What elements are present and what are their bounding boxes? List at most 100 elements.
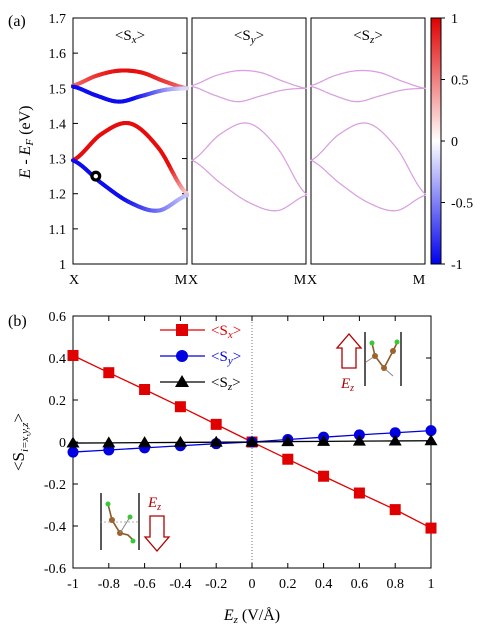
data-point <box>103 367 115 379</box>
y-tick-label: 0 <box>59 436 66 451</box>
data-point <box>174 401 186 413</box>
panel-a-ylabel: E - EF (eV) <box>17 106 36 180</box>
molecule-icon <box>365 339 400 377</box>
field-label-up: Ez <box>340 376 354 394</box>
panel-a-subplots: <Sx>X M<Sy>X M<Sz>X M <box>69 17 426 288</box>
y-tick-label: 1.1 <box>49 223 67 238</box>
y-tick-label: 1.6 <box>49 47 67 62</box>
subplot-title: <Sx> <box>115 28 145 46</box>
subplot-frame <box>72 17 188 265</box>
legend: <Sx> <Sy> <Sz> <box>160 323 241 393</box>
band-line <box>310 69 426 89</box>
colorbar-tick-label: -0.5 <box>451 197 473 212</box>
data-point <box>425 522 437 534</box>
y-tick-label: 1.5 <box>49 82 67 97</box>
band-line <box>71 84 189 104</box>
data-point <box>317 434 331 446</box>
subplot-y: <Sy> X M <box>188 17 307 288</box>
inset-lower-left: Ez <box>100 493 171 552</box>
x-tick-label: -0.6 <box>134 577 156 592</box>
x-tick-label: X <box>188 273 198 288</box>
molecule-icon-2 <box>105 501 136 544</box>
data-point <box>176 324 188 336</box>
band-line <box>310 159 426 212</box>
data-point <box>352 434 366 446</box>
band-line <box>71 68 189 91</box>
data-point <box>175 375 189 387</box>
data-point <box>425 425 437 437</box>
legend-label: <Sz> <box>211 375 241 393</box>
legend-label: <Sx> <box>211 323 241 341</box>
data-point <box>138 436 152 448</box>
data-point <box>389 504 401 516</box>
y-tick-label: 1.3 <box>49 153 67 168</box>
colorbar <box>430 17 442 265</box>
subplot-z: <Sz> X M <box>307 17 426 288</box>
y-tick-label: 1 <box>59 258 66 273</box>
y-tick-label: -0.6 <box>44 562 66 577</box>
series-z <box>66 434 438 448</box>
panel-b: (b) <Si=x,y,z> -1 -0.8 -0.6 -0.4 -0.2 0 0.2 0.4… <box>8 310 438 626</box>
field-arrow-down-icon <box>143 515 171 552</box>
data-point <box>66 436 80 448</box>
y-tick-label: 1.7 <box>49 12 67 27</box>
panel-b-series <box>66 349 438 534</box>
subplot-frame <box>191 17 307 265</box>
legend-label: <Sy> <box>211 349 241 367</box>
data-point <box>173 435 187 447</box>
band-line <box>191 85 307 103</box>
subplot-title: <Sz> <box>353 28 383 46</box>
data-point <box>209 435 223 447</box>
panel-b-xlabel: Ez (V/Å) <box>223 606 280 626</box>
colorbar-tick-label: -1 <box>451 258 463 273</box>
data-point <box>139 384 151 395</box>
band-line <box>191 159 307 212</box>
data-point <box>245 435 259 447</box>
panel-b-label: (b) <box>8 313 27 330</box>
x-tick-label: 0 <box>249 577 256 592</box>
data-point <box>67 446 79 458</box>
panel-a: (a) E - EF (eV) 1 1.1 1.2 1.3 1.4 1.5 1.6 1.7 <… <box>8 12 473 288</box>
colorbar-tick-label: 1 <box>451 12 458 27</box>
x-tick-label: -0.4 <box>169 577 191 592</box>
x-tick-label: 0.8 <box>386 577 404 592</box>
data-point <box>282 453 294 465</box>
x-tick-label: 0.2 <box>279 577 297 592</box>
panel-b-ticks: -1 -0.8 -0.6 -0.4 -0.2 0 0.2 0.4 0.6 0.8 1 -0.6 -0.4… <box>44 310 435 592</box>
data-point <box>210 418 222 430</box>
x-tick-label: 0.6 <box>351 577 369 592</box>
y-tick-label: 0.6 <box>49 310 67 325</box>
x-tick-label: X <box>69 273 79 288</box>
field-arrow-up-icon <box>335 333 363 369</box>
y-tick-label: 0.2 <box>49 394 67 409</box>
band-line <box>71 120 189 196</box>
band-line <box>310 85 426 103</box>
data-point <box>102 436 116 448</box>
data-point <box>318 470 330 482</box>
data-point <box>176 350 188 362</box>
x-tick-label: M <box>413 273 426 288</box>
x-tick-label: 1 <box>428 577 435 592</box>
x-tick-label: -0.2 <box>205 577 227 592</box>
panel-a-y-ticks: 1 1.1 1.2 1.3 1.4 1.5 1.6 1.7 <box>49 12 67 273</box>
x-tick-label: -1 <box>67 577 79 592</box>
y-tick-label: 1.4 <box>49 117 67 132</box>
y-tick-label: -0.2 <box>44 478 66 493</box>
data-point <box>281 435 295 447</box>
y-tick-label: 1.2 <box>49 188 67 203</box>
colorbar-ticks: 1 0.5 0 -0.5 -1 <box>441 12 473 273</box>
field-label-down: Ez <box>147 495 161 513</box>
data-point <box>353 487 365 499</box>
subplot-frame <box>310 17 426 265</box>
data-point <box>67 349 79 361</box>
x-tick-label: M <box>175 273 188 288</box>
inset-upper-right: Ez <box>335 332 402 394</box>
band-line <box>310 122 426 195</box>
panel-b-ylabel: <Si=x,y,z> <box>9 413 31 471</box>
data-point <box>388 434 402 446</box>
band-line <box>71 158 189 213</box>
legend-item-z: <Sz> <box>160 375 241 393</box>
x-tick-label: -0.8 <box>98 577 120 592</box>
subplot-title: <Sy> <box>234 28 264 46</box>
